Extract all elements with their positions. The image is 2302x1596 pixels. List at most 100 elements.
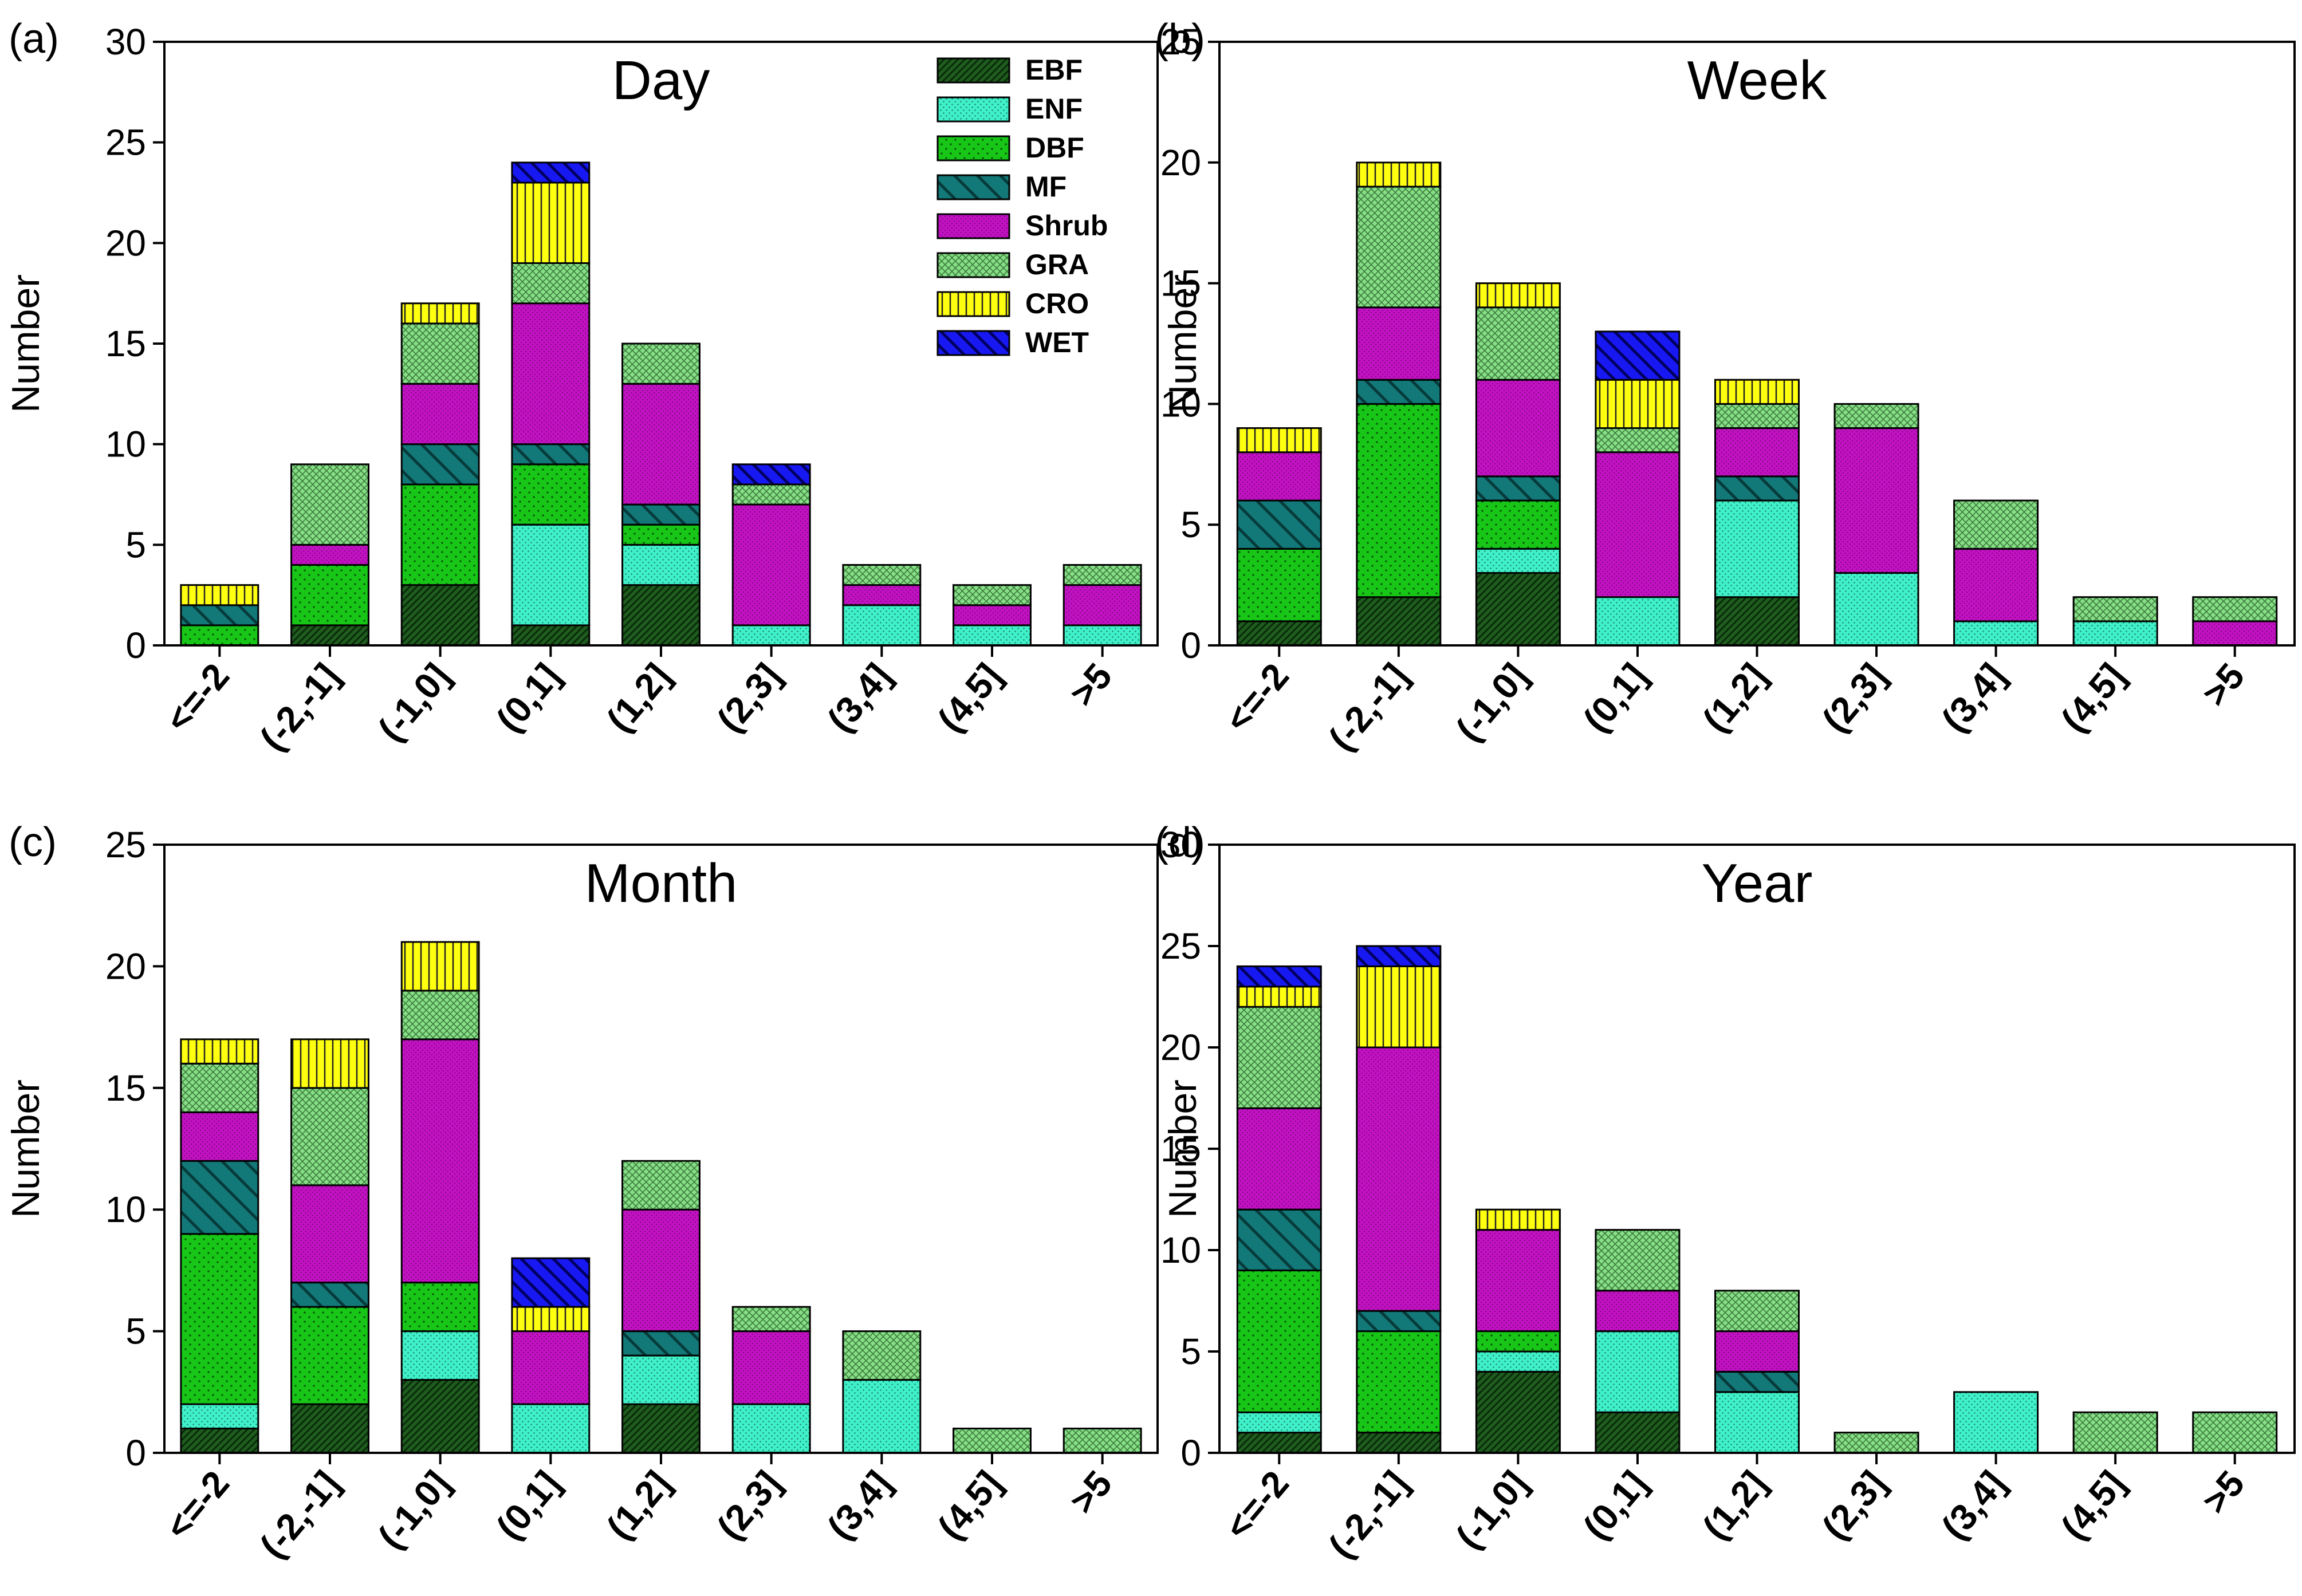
bar-ebf-3 — [511, 624, 591, 647]
bar-shrub-2 — [1475, 1229, 1561, 1333]
y-tick-label: 20 — [105, 222, 146, 263]
y-axis-label: Number — [1161, 1079, 1205, 1218]
bar-shrub-2 — [1475, 379, 1561, 478]
x-tick-label: (2,3] — [709, 1463, 789, 1547]
bar-gra-6 — [842, 1330, 922, 1381]
y-axis-label: Number — [4, 274, 48, 413]
bar-ebf-4 — [1714, 596, 1800, 647]
bar-shrub-5 — [1833, 427, 1919, 574]
bar-shrub-1 — [1356, 1046, 1442, 1312]
x-tick-label: (1,2] — [599, 656, 679, 740]
bar-enf-7 — [2072, 620, 2158, 647]
bar-enf-5 — [1833, 572, 1919, 647]
bar-enf-7 — [953, 624, 1032, 647]
bar-mf-0 — [180, 1160, 259, 1235]
bar-wet-0 — [1236, 965, 1322, 988]
x-tick-label: (3,4] — [1934, 1463, 2014, 1547]
panel-label: (a) — [9, 16, 59, 62]
bar-cro-2 — [400, 941, 480, 992]
bar-dbf-2 — [400, 483, 480, 586]
x-tick-label: (4,5] — [2053, 656, 2133, 740]
y-tick-label: 5 — [125, 524, 146, 565]
bar-ebf-1 — [1356, 596, 1442, 647]
bar-ebf-1 — [290, 624, 369, 647]
panel-label: (b) — [1155, 16, 1205, 62]
bar-cro-1 — [1356, 161, 1442, 188]
y-tick-label: 30 — [105, 21, 146, 62]
bar-shrub-3 — [1595, 1290, 1681, 1333]
x-tick-label: (-2,-1] — [1320, 656, 1416, 759]
bar-gra-3 — [1595, 1229, 1681, 1292]
bar-dbf-3 — [511, 463, 591, 526]
y-tick-label: 10 — [105, 424, 146, 465]
bar-gra-2 — [1475, 306, 1561, 381]
x-tick-label: (-1,0] — [370, 1463, 458, 1556]
chart-title: Year — [1702, 853, 1813, 914]
bar-gra-7 — [2072, 596, 2158, 622]
legend-swatch-wet — [936, 330, 1010, 356]
bar-gra-1 — [290, 463, 369, 546]
x-tick-label: >5 — [1061, 1463, 1120, 1522]
y-tick-label: 25 — [1160, 925, 1201, 967]
bar-mf-1 — [1356, 1310, 1442, 1333]
bar-ebf-4 — [621, 584, 701, 647]
bars — [180, 941, 1142, 1454]
bar-enf-4 — [621, 543, 701, 586]
y-tick-label: 15 — [105, 323, 146, 364]
legend-label-enf: ENF — [1025, 93, 1083, 125]
legend: EBF ENF DBF MF Shrub GRA CRO WET — [936, 54, 1108, 358]
x-tick-label: (1,2] — [1694, 1463, 1774, 1547]
x-tick-label: (3,4] — [819, 656, 899, 740]
bar-cro-2 — [1475, 282, 1561, 309]
chart-title: Day — [612, 50, 710, 111]
bar-wet-1 — [1356, 945, 1442, 967]
bar-gra-3 — [1595, 427, 1681, 454]
bar-shrub-4 — [1714, 1330, 1800, 1373]
bar-cro-0 — [180, 1038, 259, 1065]
bar-dbf-0 — [180, 1233, 259, 1405]
bar-enf-8 — [1063, 624, 1142, 647]
bar-mf-4 — [621, 503, 701, 526]
y-axis-label: Number — [4, 1079, 48, 1218]
bar-gra-4 — [1714, 1290, 1800, 1333]
bar-shrub-6 — [1953, 547, 2039, 622]
bar-gra-6 — [1953, 499, 2039, 550]
bar-dbf-1 — [1356, 1330, 1442, 1434]
x-tick-label: (4,5] — [930, 1463, 1010, 1547]
x-tick-label: (0,1] — [488, 656, 568, 740]
bar-gra-7 — [953, 584, 1032, 606]
bar-gra-4 — [1714, 403, 1800, 429]
bar-dbf-4 — [621, 523, 701, 546]
legend-label-gra: GRA — [1025, 249, 1089, 281]
y-tick-label: 5 — [1180, 1331, 1201, 1372]
x-tick-label: <=-2 — [1217, 656, 1297, 740]
bar-wet-3 — [511, 1257, 591, 1308]
x-tick-label: (-1,0] — [1448, 656, 1536, 749]
bar-mf-0 — [180, 604, 259, 626]
bar-ebf-3 — [1595, 1411, 1681, 1454]
x-tick-label: >5 — [2194, 1463, 2252, 1522]
bar-ebf-2 — [400, 584, 480, 647]
bar-enf-3 — [511, 1403, 591, 1454]
bar-enf-3 — [1595, 596, 1681, 647]
bar-enf-6 — [842, 1379, 922, 1454]
bar-gra-5 — [731, 1306, 811, 1333]
x-tick-label: (-1,0] — [1448, 1463, 1536, 1556]
bar-shrub-7 — [953, 604, 1032, 626]
bar-enf-0 — [1236, 1411, 1322, 1434]
bar-ebf-2 — [1475, 1370, 1561, 1454]
x-tick-label: >5 — [1061, 656, 1120, 714]
bar-enf-4 — [1714, 499, 1800, 598]
bar-dbf-0 — [180, 624, 259, 647]
legend-swatch-enf — [936, 96, 1010, 123]
bar-gra-1 — [1356, 186, 1442, 309]
bar-shrub-3 — [511, 1330, 591, 1405]
x-tick-label: (-2,-1] — [1320, 1463, 1416, 1566]
legend-label-shrub: Shrub — [1025, 210, 1108, 242]
x-tick-label: <=-2 — [1217, 1463, 1297, 1547]
bar-enf-6 — [842, 604, 922, 647]
bar-dbf-2 — [1475, 1330, 1561, 1353]
bar-shrub-5 — [731, 1330, 811, 1405]
bar-wet-3 — [511, 161, 591, 184]
